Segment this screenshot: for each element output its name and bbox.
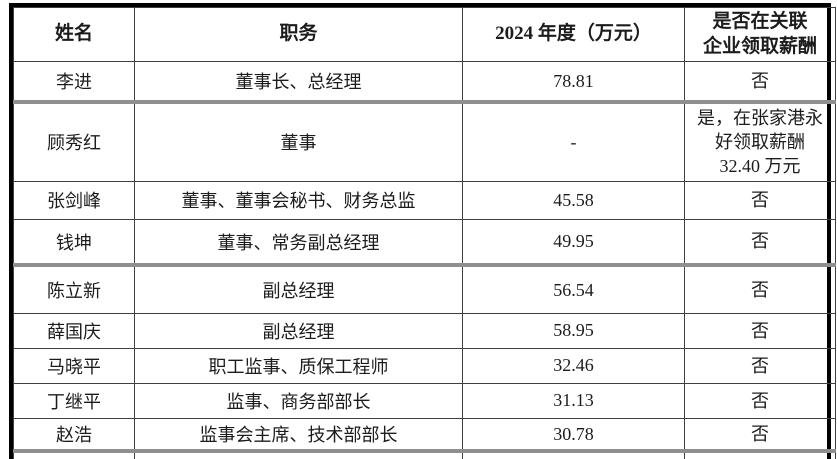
cell-related: 否 [684, 347, 836, 384]
cell-related: 否 [684, 264, 836, 314]
cell-related: 否 [684, 61, 836, 104]
cell-position: 副总经理 [134, 264, 463, 314]
cell-position: 董事、董事会秘书、财务总监 [134, 180, 463, 220]
cell-salary: 49.95 [462, 218, 685, 268]
table-row: 陈立新 副总经理 56.54 否 [13, 264, 836, 314]
header-salary: 2024 年度（万元） [462, 6, 685, 63]
cell-salary: 30.78 [462, 417, 685, 454]
cell-position: 监事、商务部部长 [134, 382, 463, 419]
table-row: 赵浩 监事会主席、技术部部长 30.78 否 [13, 417, 836, 454]
cell-salary: 31.13 [462, 382, 685, 419]
cell-position: 职工监事、质保工程师 [134, 347, 463, 384]
cell-salary: 56.54 [462, 264, 685, 314]
table-row: 顾秀红 董事 - 是，在张家港永 好领取薪酬 32.40 万元 [13, 101, 836, 182]
cell-name: 马晓平 [13, 347, 135, 384]
cell-position: 董事长、总经理 [134, 61, 463, 104]
cell-salary: 58.95 [462, 312, 685, 349]
cell-salary: - [462, 101, 685, 182]
cell-related: 否 [684, 417, 836, 454]
header-name: 姓名 [13, 6, 135, 63]
table-row: 张剑峰 董事、董事会秘书、财务总监 45.58 否 [13, 180, 836, 220]
cell-position: 副总经理 [134, 312, 463, 349]
cell-position: 董事 [134, 101, 463, 182]
table-row: 丁继平 监事、商务部部长 31.13 否 [13, 382, 836, 419]
table-row-partial-clipped [13, 450, 836, 459]
cell-position: 董事、常务副总经理 [134, 218, 463, 268]
cell-position: 监事会主席、技术部部长 [134, 417, 463, 454]
compensation-table: 姓名 职务 2024 年度（万元） 是否在关联 企业领取薪酬 李进 董事长、总经… [13, 6, 836, 459]
cell-salary: 45.58 [462, 180, 685, 220]
cell-related: 否 [684, 312, 836, 349]
cell-name: 顾秀红 [13, 101, 135, 182]
cell-related: 否 [684, 382, 836, 419]
cell-name: 丁继平 [13, 382, 135, 419]
cell-name: 张剑峰 [13, 180, 135, 220]
header-position: 职务 [134, 6, 463, 63]
cell-related: 否 [684, 218, 836, 268]
cell-empty [684, 450, 836, 459]
header-related: 是否在关联 企业领取薪酬 [684, 6, 836, 63]
cell-salary: 78.81 [462, 61, 685, 104]
table-row: 钱坤 董事、常务副总经理 49.95 否 [13, 218, 836, 268]
cell-name: 薛国庆 [13, 312, 135, 349]
cell-name: 陈立新 [13, 264, 135, 314]
table-header-row: 姓名 职务 2024 年度（万元） 是否在关联 企业领取薪酬 [13, 6, 836, 63]
cell-name: 李进 [13, 61, 135, 104]
cell-name: 钱坤 [13, 218, 135, 268]
table-row: 薛国庆 副总经理 58.95 否 [13, 312, 836, 349]
table-row: 马晓平 职工监事、质保工程师 32.46 否 [13, 347, 836, 384]
cell-related: 是，在张家港永 好领取薪酬 32.40 万元 [684, 101, 836, 182]
compensation-table-frame: 姓名 职务 2024 年度（万元） 是否在关联 企业领取薪酬 李进 董事长、总经… [9, 3, 836, 459]
cell-related: 否 [684, 180, 836, 220]
table-row: 李进 董事长、总经理 78.81 否 [13, 61, 836, 104]
cell-empty [134, 450, 463, 459]
cell-name: 赵浩 [13, 417, 135, 454]
cell-empty [462, 450, 685, 459]
cell-empty [13, 450, 135, 459]
cell-salary: 32.46 [462, 347, 685, 384]
